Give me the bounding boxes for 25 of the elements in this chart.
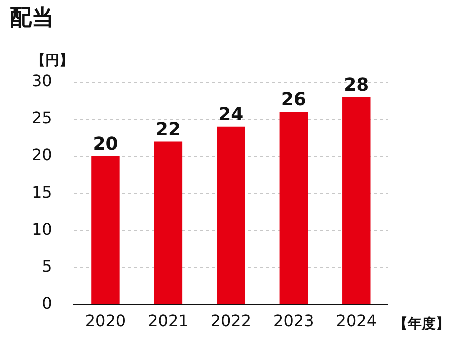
y-tick-label: 30 <box>32 72 52 91</box>
y-tick-label: 5 <box>42 256 52 276</box>
data-label: 28 <box>344 74 370 96</box>
y-tick-label: 25 <box>32 108 52 128</box>
y-tick-label: 15 <box>32 182 52 202</box>
data-label: 22 <box>156 119 181 140</box>
x-tick-label: 2023 <box>274 312 314 331</box>
y-tick-label: 20 <box>32 146 52 165</box>
x-tick-label: 2024 <box>336 312 377 331</box>
y-tick-label: 0 <box>42 294 52 313</box>
bar <box>217 126 246 304</box>
x-tick-label: 2021 <box>148 312 189 331</box>
data-label: 26 <box>281 90 306 111</box>
data-label: 24 <box>218 104 244 126</box>
bar <box>154 142 183 304</box>
bar <box>280 112 308 304</box>
x-tick-label: 2022 <box>210 312 252 331</box>
x-tick-label: 2020 <box>85 312 126 331</box>
bar <box>92 156 120 304</box>
bar <box>342 97 371 304</box>
chart-title: 配当 <box>10 6 54 31</box>
y-axis-title: 【円】 <box>31 53 74 70</box>
y-tick-label: 10 <box>32 220 52 239</box>
data-label: 20 <box>93 134 118 156</box>
x-axis-title: 【年度】 <box>394 315 450 332</box>
